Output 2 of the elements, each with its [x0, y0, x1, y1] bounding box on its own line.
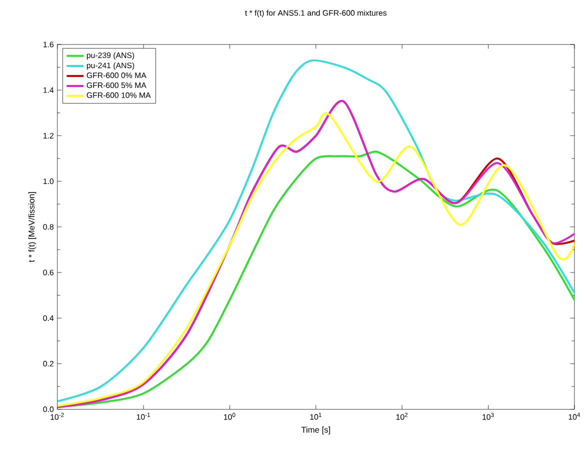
y-axis-title: t * f(t) [MeV/fission]: [28, 192, 36, 262]
x-axis-title: Time [s]: [301, 426, 330, 434]
